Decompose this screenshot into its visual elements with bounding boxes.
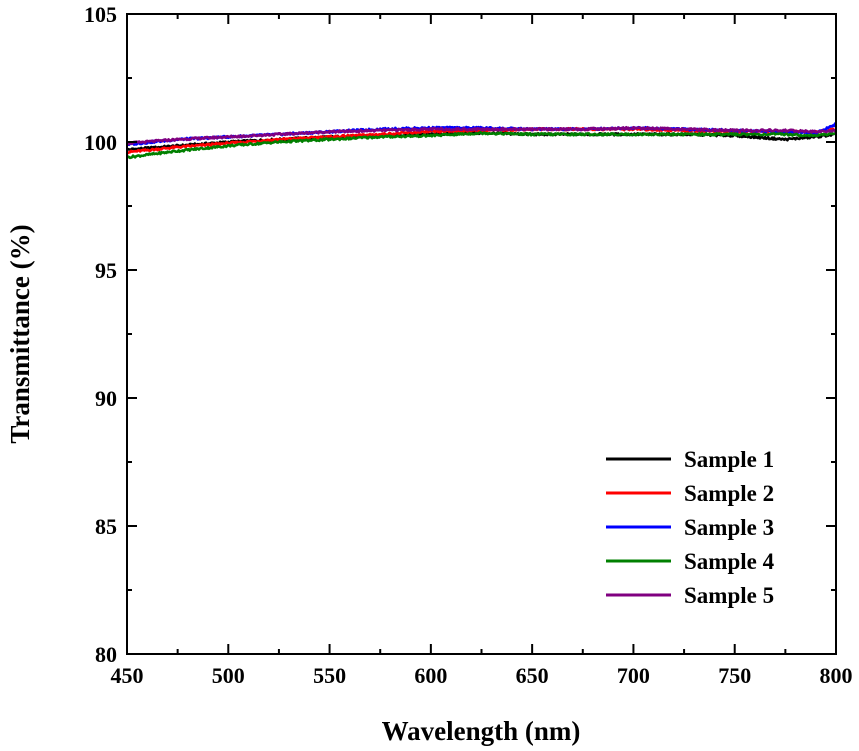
x-tick-label: 800 xyxy=(820,663,853,688)
legend: Sample 1 Sample 2 Sample 3 Sample 4 Sample 5 xyxy=(606,447,775,608)
ticks-layer xyxy=(126,13,837,655)
y-tick-label: 95 xyxy=(95,258,117,283)
legend-label-4: Sample 4 xyxy=(684,549,775,574)
x-tick-label: 650 xyxy=(516,663,549,688)
x-tick-label: 450 xyxy=(111,663,144,688)
legend-label-2: Sample 2 xyxy=(684,481,774,506)
y-tick-label: 90 xyxy=(95,386,117,411)
x-axis-title: Wavelength (nm) xyxy=(382,716,581,746)
y-tick-label: 80 xyxy=(95,642,117,667)
legend-label-5: Sample 5 xyxy=(684,583,774,608)
x-tick-label: 500 xyxy=(212,663,245,688)
y-tick-label: 85 xyxy=(95,514,117,539)
y-tick-label: 100 xyxy=(84,130,117,155)
labels-layer: 450 500 550 600 650 700 750 800 80 85 90 95 100 105 xyxy=(84,2,853,688)
x-tick-label: 550 xyxy=(313,663,346,688)
x-tick-label: 600 xyxy=(414,663,447,688)
series-line-5 xyxy=(126,125,838,146)
x-tick-label: 700 xyxy=(617,663,650,688)
y-axis-title: Transmittance (%) xyxy=(5,224,35,443)
series-line-4 xyxy=(125,130,837,160)
legend-label-3: Sample 3 xyxy=(684,515,774,540)
y-tick-label: 105 xyxy=(84,2,117,27)
series-layer xyxy=(125,122,838,160)
x-tick-label: 750 xyxy=(718,663,751,688)
legend-label-1: Sample 1 xyxy=(684,447,774,472)
